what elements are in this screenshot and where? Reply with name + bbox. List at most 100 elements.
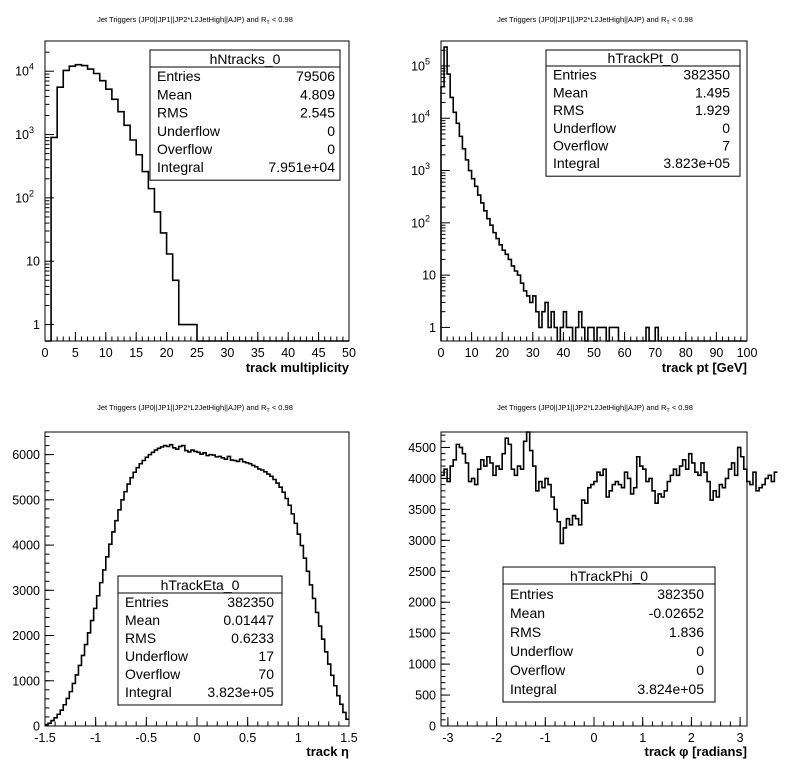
stats-row-label: Entries: [553, 67, 597, 83]
stats-row-value: 3.824e+05: [637, 681, 704, 697]
x-tick-label: 20: [160, 346, 174, 360]
histogram-bin: [524, 291, 527, 341]
histogram-panel-3: Jet Triggers (JP0||JP1||JP2*L2JetHigh||A…: [12, 403, 358, 759]
x-tick-label: -2: [491, 731, 502, 745]
x-tick-label: 50: [587, 346, 601, 360]
x-tick-label: 80: [679, 346, 693, 360]
stats-row-label: RMS: [157, 105, 188, 121]
histogram-bin: [450, 97, 453, 341]
histogram-bin: [118, 112, 124, 341]
y-tick-exponent: 2: [425, 213, 430, 223]
y-tick-label: 4000: [12, 539, 40, 553]
x-tick-label: 35: [251, 346, 265, 360]
stats-row-value: 79506: [296, 68, 335, 84]
stats-row-value: 0: [696, 643, 704, 659]
histogram-bin: [514, 271, 517, 341]
y-tick-label: 103: [411, 161, 430, 178]
y-tick-label: 0: [33, 720, 40, 734]
stats-row-value: 0: [722, 120, 730, 136]
histogram-bin: [493, 475, 496, 726]
histogram-bin: [316, 612, 319, 726]
stats-row-value: 70: [258, 666, 274, 682]
histogram-bin: [511, 266, 514, 341]
histogram-bin: [475, 186, 478, 341]
histogram-bin: [728, 469, 731, 726]
histogram-bin: [744, 469, 747, 726]
histogram-bin: [496, 239, 499, 341]
stats-row-value: 1.495: [695, 84, 730, 100]
x-tick-label: -1: [90, 731, 101, 745]
stats-row-value: 382350: [227, 594, 274, 610]
stats-row-value: 0.01447: [223, 612, 274, 628]
histogram-bin: [191, 325, 197, 341]
stats-row-value: 1.929: [695, 102, 730, 118]
stats-row-value: 382350: [657, 586, 704, 602]
histogram-bin: [60, 710, 63, 726]
panel-title: Jet Triggers (JP0||JP1||JP2*L2JetHigh||A…: [97, 15, 293, 26]
panel-title-tail: < 0.98: [270, 15, 293, 24]
histogram-bin: [465, 160, 468, 341]
stats-row-value: 7.951e+04: [268, 159, 335, 175]
histogram-bin: [340, 704, 343, 726]
histogram-bin: [765, 478, 768, 726]
x-tick-label: -3: [442, 731, 453, 745]
histogram-bin: [185, 325, 191, 341]
stats-row-value: 4.809: [300, 86, 335, 102]
x-axis-label: track pt [GeV]: [662, 360, 747, 375]
histogram-panel-1: Jet Triggers (JP0||JP1||JP2*L2JetHigh||A…: [15, 15, 356, 375]
stats-row-label: Entries: [125, 594, 169, 610]
x-tick-label: 40: [281, 346, 295, 360]
histogram-bin: [103, 570, 106, 726]
histogram-bin: [722, 488, 725, 726]
x-tick-label: 30: [526, 346, 540, 360]
histogram-bin: [465, 463, 468, 726]
x-tick-label: 45: [312, 346, 326, 360]
histogram-bin: [527, 296, 530, 341]
x-tick-label: 10: [465, 346, 479, 360]
y-tick-label: 2000: [12, 629, 40, 643]
histogram-bin: [288, 505, 291, 726]
histogram-bin: [484, 466, 487, 726]
x-tick-label: 40: [556, 346, 570, 360]
histogram-bin: [51, 137, 57, 341]
histogram-bin: [112, 532, 115, 726]
histogram-bin: [499, 245, 502, 341]
y-tick-label: 3000: [408, 534, 436, 548]
histogram-bin: [459, 447, 462, 726]
histogram-bin: [456, 123, 459, 341]
x-tick-label: 5: [72, 346, 79, 360]
histogram-bin: [328, 664, 331, 726]
y-tick-label: 2000: [408, 596, 436, 610]
histogram-bin: [735, 475, 738, 726]
panel-title-main: Jet Triggers (JP0||JP1||JP2*L2JetHigh||A…: [497, 15, 667, 24]
histogram-bin: [502, 250, 505, 341]
x-tick-label: 30: [220, 346, 234, 360]
histogram-bin: [57, 714, 60, 726]
stats-row-label: Integral: [157, 159, 204, 175]
y-tick-exponent: 3: [425, 161, 430, 171]
histogram-bin: [472, 179, 475, 341]
x-tick-label: -0.5: [136, 731, 158, 745]
histogram-bin: [334, 686, 337, 726]
histogram-bin: [475, 485, 478, 726]
stats-row-label: Integral: [125, 684, 172, 700]
y-tick-base: 10: [411, 216, 425, 230]
y-tick-label: 6000: [12, 448, 40, 462]
stats-row-label: Underflow: [157, 123, 221, 139]
histogram-bin: [75, 675, 78, 726]
histogram-bin: [478, 469, 481, 726]
histogram-bin: [100, 583, 103, 726]
stats-row-label: Entries: [510, 586, 554, 602]
stats-row-value: 0: [696, 662, 704, 678]
y-tick-base: 10: [411, 164, 425, 178]
stats-row-label: RMS: [553, 102, 584, 118]
histogram-bin: [63, 705, 66, 726]
y-tick-base: 10: [15, 128, 29, 142]
histogram-bin: [319, 626, 322, 726]
histogram-bin: [472, 478, 475, 726]
y-tick-label: 104: [411, 109, 430, 126]
histogram-bin: [136, 155, 142, 341]
stats-row-label: Mean: [510, 605, 545, 621]
histogram-bin: [481, 460, 484, 726]
stats-box-frame: [545, 49, 741, 177]
